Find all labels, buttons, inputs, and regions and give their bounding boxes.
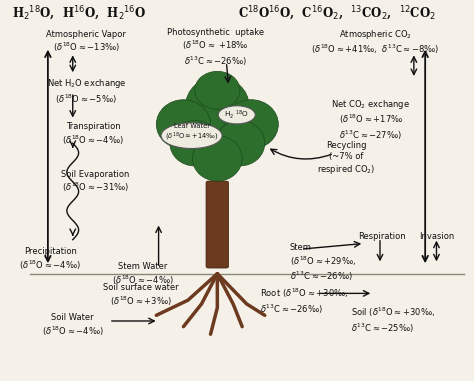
Ellipse shape <box>218 106 255 124</box>
Text: Atmospheric CO$_2$
($\delta^{18}$O$\approx$+41‰,  $\delta^{13}$C$\approx$−8‰): Atmospheric CO$_2$ ($\delta^{18}$O$\appr… <box>311 28 440 56</box>
Text: Precipitation
($\delta^{18}$O$\approx$−4‰): Precipitation ($\delta^{18}$O$\approx$−4… <box>19 247 81 272</box>
Text: Soil ($\delta^{18}$O$\approx$+30‰,
$\delta^{13}$C$\approx$−25‰): Soil ($\delta^{18}$O$\approx$+30‰, $\del… <box>351 306 435 335</box>
Text: C$^{18}$O$^{16}$O,  C$^{16}$O$_2$,  $^{13}$CO$_2$,  $^{12}$CO$_2$: C$^{18}$O$^{16}$O, C$^{16}$O$_2$, $^{13}… <box>238 5 436 23</box>
Text: Respiration: Respiration <box>358 232 406 241</box>
Text: Transpiration
($\delta^{18}$O$\approx$−4‰): Transpiration ($\delta^{18}$O$\approx$−4… <box>62 122 124 147</box>
Text: Root ($\delta^{18}$O$\approx$+30‰,
$\delta^{13}$C$\approx$−26‰): Root ($\delta^{18}$O$\approx$+30‰, $\del… <box>260 287 349 316</box>
Text: Atmospheric Vapor
($\delta^{18}$O$\approx$−13‰): Atmospheric Vapor ($\delta^{18}$O$\appro… <box>46 30 126 54</box>
Ellipse shape <box>156 100 210 149</box>
Ellipse shape <box>192 136 242 181</box>
Ellipse shape <box>186 77 249 134</box>
Text: Stem Water
($\delta^{18}$O$\approx$−4‰): Stem Water ($\delta^{18}$O$\approx$−4‰) <box>112 263 173 287</box>
Text: Photosynthetic  uptake
($\delta^{18}$O$\approx$ +18‰
$\delta^{13}$C$\approx$−26‰: Photosynthetic uptake ($\delta^{18}$O$\a… <box>166 28 264 68</box>
Text: Leaf Water
($\delta^{18}$O$\approx$+14‰): Leaf Water ($\delta^{18}$O$\approx$+14‰) <box>165 123 219 143</box>
Text: Soil Evaporation
($\delta^{18}$O$\approx$−31‰): Soil Evaporation ($\delta^{18}$O$\approx… <box>61 170 129 194</box>
Ellipse shape <box>161 123 222 149</box>
Text: Soil surface water
($\delta^{18}$O$\approx$+3‰): Soil surface water ($\delta^{18}$O$\appr… <box>103 283 178 307</box>
Text: Recycling
(~7% of
respired CO$_2$): Recycling (~7% of respired CO$_2$) <box>317 141 375 176</box>
Ellipse shape <box>170 120 219 166</box>
Ellipse shape <box>215 120 265 166</box>
FancyBboxPatch shape <box>206 181 228 268</box>
Text: H$_2$ $^{18}$O: H$_2$ $^{18}$O <box>224 109 249 121</box>
Text: Stem
($\delta^{18}$O$\approx$+29‰,
$\delta^{13}$C$\approx$−26‰): Stem ($\delta^{18}$O$\approx$+29‰, $\del… <box>290 243 356 283</box>
Text: Invasion: Invasion <box>419 232 454 241</box>
Text: Soil Water
($\delta^{18}$O$\approx$−4‰): Soil Water ($\delta^{18}$O$\approx$−4‰) <box>42 314 104 338</box>
Ellipse shape <box>195 71 240 109</box>
Ellipse shape <box>224 100 278 149</box>
Text: H$_2$$^{18}$O,  H$^{16}$O,  H$_2$$^{16}$O: H$_2$$^{18}$O, H$^{16}$O, H$_2$$^{16}$O <box>12 5 146 23</box>
Text: Net CO$_2$ exchange
($\delta^{18}$O$\approx$+17‰
$\delta^{13}$C$\approx$−27‰): Net CO$_2$ exchange ($\delta^{18}$O$\app… <box>331 98 410 142</box>
Text: Net H$_2$O exchange
($\delta^{18}$O$\approx$−5‰): Net H$_2$O exchange ($\delta^{18}$O$\app… <box>46 77 126 106</box>
